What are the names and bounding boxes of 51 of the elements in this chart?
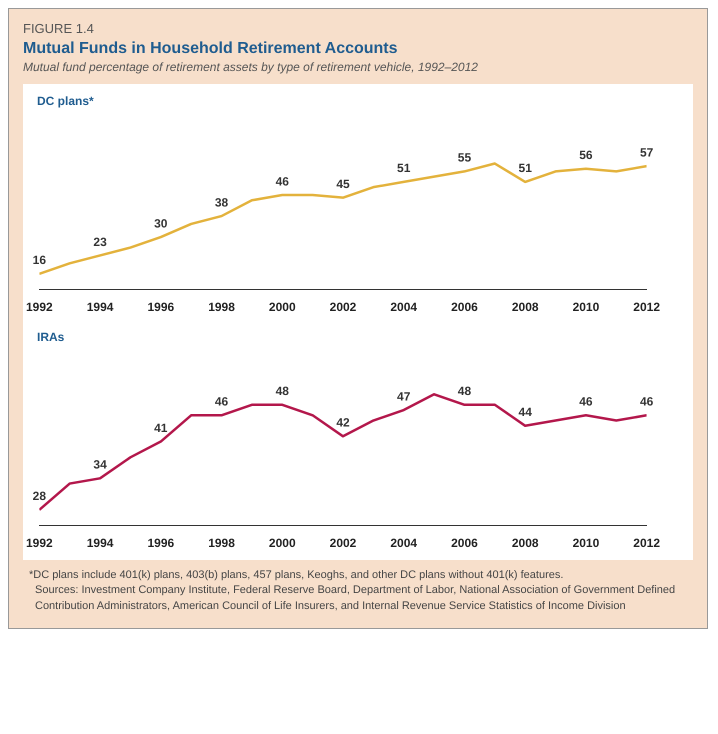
- x-tick-label: 2000: [268, 300, 296, 314]
- data-label: 46: [214, 394, 229, 409]
- data-label: 46: [579, 394, 593, 409]
- text: DC plans*: [37, 94, 95, 108]
- x-tick-label: 2004: [390, 536, 418, 550]
- chart-subtitle: Mutual fund percentage of retirement assets by type of retirement vehicle, 1992–2012: [23, 60, 479, 74]
- data-label: 48: [458, 384, 472, 398]
- data-label: 23: [93, 234, 108, 249]
- x-tick-label: 2010: [572, 300, 600, 314]
- x-tick-label: 1992: [26, 300, 54, 314]
- x-tick-label: 1994: [86, 300, 114, 314]
- x-tick-label: 2008: [512, 300, 539, 314]
- data-label: 34: [93, 458, 108, 472]
- data-label: 51: [518, 161, 532, 176]
- x-tick-label: 1998: [208, 300, 236, 314]
- chart-title: Mutual Funds in Household Retirement Accounts: [23, 40, 399, 58]
- data-label: 38: [214, 195, 229, 210]
- x-tick-label: 2004: [390, 300, 418, 314]
- data-label: 55: [458, 150, 472, 165]
- data-label: 28: [32, 489, 46, 504]
- x-tick-label: 2012: [633, 536, 660, 550]
- x-tick-label: 2000: [268, 536, 296, 550]
- x-tick-label: 2008: [512, 536, 539, 550]
- x-tick-label: 2006: [451, 300, 478, 314]
- x-tick-label: 2006: [451, 536, 478, 550]
- data-label: 46: [276, 174, 290, 188]
- data-label: 47: [397, 389, 411, 404]
- data-label: 46: [640, 394, 654, 409]
- x-tick-label: 1998: [208, 536, 236, 550]
- source-note: Sources: Investment Company Institute, Federal Reserve Board, Department of Labor, National Association of Government Defined Contribution Administrators, American Council of Life Insurers, and Internal Revenue Service Statistics of Income Division: [35, 583, 676, 614]
- x-tick-label: 1994: [86, 536, 114, 550]
- caption: FIGURE 1.4: [23, 21, 95, 36]
- x-tick-label: 2010: [572, 536, 600, 550]
- data-label: 44: [518, 405, 532, 420]
- text: IRAs: [37, 330, 66, 344]
- data-label: 42: [336, 416, 350, 430]
- data-label: 48: [276, 384, 290, 398]
- data-label: 30: [154, 216, 168, 230]
- text: *DC plans include 401(k) plans, 403(b) plans, 457 plans, Keoghs, and other DC plans without 401(k) features.: [29, 568, 564, 583]
- x-tick-label: 1992: [26, 536, 54, 550]
- data-label: 56: [579, 148, 593, 162]
- x-tick-label: 2002: [330, 536, 357, 550]
- data-label: 16: [32, 253, 46, 268]
- data-label: 57: [640, 145, 654, 160]
- data-label: 45: [336, 176, 350, 191]
- x-tick-label: 2012: [633, 300, 660, 314]
- data-label: 51: [397, 161, 411, 176]
- x-tick-label: 1996: [147, 536, 174, 550]
- x-tick-label: 1996: [147, 300, 174, 314]
- x-tick-label: 2002: [330, 300, 357, 314]
- data-label: 41: [154, 420, 168, 435]
